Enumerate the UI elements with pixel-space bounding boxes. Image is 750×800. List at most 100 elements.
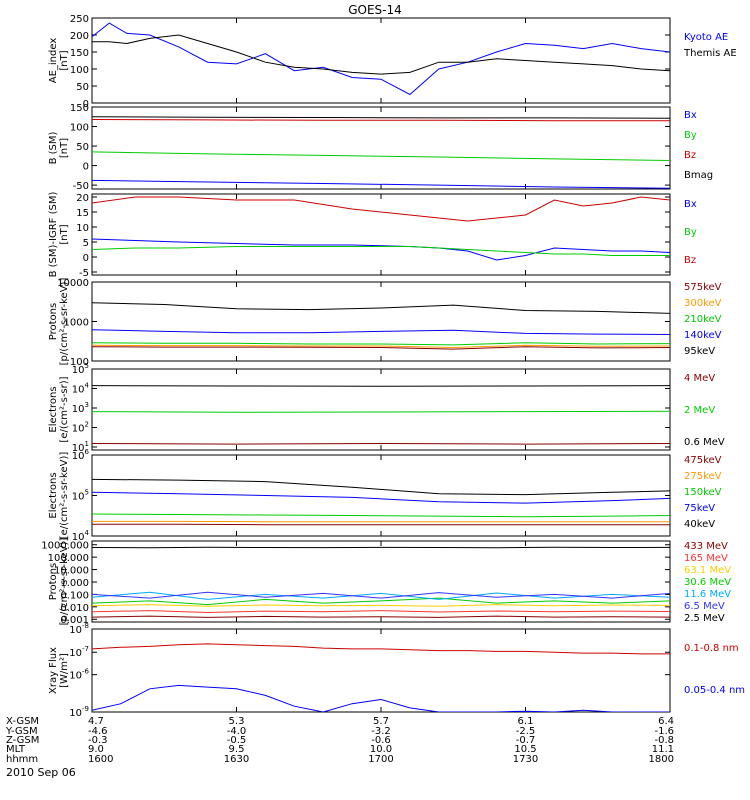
x-tick-value: -3.2	[371, 726, 391, 737]
y-tick-label: 0.100	[60, 590, 89, 601]
x-tick-value: 1600	[88, 754, 113, 765]
series-line-575kev	[92, 346, 670, 350]
x-tick-value: 1800	[649, 754, 674, 765]
y-axis-label: [e/(cm²-s-sr-keV)]	[59, 452, 70, 540]
series-line-30-6-mev	[92, 597, 670, 606]
series-line-0-05-0-4-nm	[92, 684, 670, 712]
x-tick-value: 11.1	[652, 744, 674, 755]
x-tick-value: -0.8	[654, 735, 674, 746]
y-tick-label: 10-7	[69, 645, 89, 659]
y-axis-label: [p/(cm²-s-sr-keV)]	[59, 278, 70, 366]
panel-xray: 10-9 10-6 10-7 10-8 Xray Flux [W/m²] 0.1-0.8 n…	[48, 622, 745, 719]
y-tick-label: 100.000	[48, 553, 89, 564]
panel-frame	[91, 368, 671, 451]
y-tick-label: 150	[70, 48, 89, 59]
y-tick-label: 0	[83, 253, 89, 264]
x-tick-value: -0.3	[88, 735, 108, 746]
series-line-165-mev	[92, 610, 670, 614]
y-tick-label: 250	[70, 14, 89, 25]
legend-entry: 300keV	[684, 298, 722, 309]
x-tick-value: 6.4	[658, 716, 674, 727]
y-axis-label: B (SM)	[48, 131, 59, 164]
y-tick-label: 100	[70, 357, 89, 368]
x-tick-value: 5.7	[373, 716, 389, 727]
series-line-63-1-mev	[92, 604, 670, 607]
legend-entry: 30.6 MeV	[684, 577, 731, 588]
legend-entry: 0.6 MeV	[684, 437, 725, 448]
x-tick-value: 5.3	[229, 716, 245, 727]
y-tick-label: 105	[72, 362, 89, 376]
y-tick-label: 150	[70, 103, 89, 114]
series-line-kyoto-ae	[92, 22, 670, 96]
y-axis-label: [nT]	[59, 224, 70, 244]
y-tick-label: 105	[72, 489, 89, 503]
series-line-bz	[92, 119, 670, 122]
legend-entry: 75keV	[684, 503, 715, 514]
legend-entry: 165 MeV	[684, 553, 728, 564]
x-tick-value: 9.5	[229, 744, 245, 755]
y-tick-label: 0.001	[60, 615, 89, 626]
legend-entry: By	[684, 130, 697, 141]
y-tick-label: 1000	[64, 318, 89, 329]
series-line-11-6-mev	[92, 591, 670, 600]
y-tick-label: 102	[72, 420, 89, 434]
date-label: 2010 Sep 06	[6, 766, 76, 779]
y-tick-label: 1000.000	[41, 541, 89, 552]
series-line-bz	[92, 196, 670, 222]
series-line-210kev	[92, 342, 670, 346]
x-row-label: X-GSM	[6, 716, 39, 727]
y-axis-label: Electrons	[48, 472, 59, 518]
x-tick-value: -4.0	[227, 726, 247, 737]
x-tick-value: 1630	[224, 754, 249, 765]
series-line-by	[92, 151, 670, 161]
y-tick-label: 10-6	[69, 668, 89, 682]
legend-entry: By	[684, 227, 697, 238]
y-tick-label: 10.000	[54, 566, 89, 577]
x-tick-value: 1730	[513, 754, 538, 765]
y-axis-label: B (SM)-IGRF (SM)	[48, 192, 59, 278]
x-tick-value: 10.5	[514, 744, 536, 755]
x-row-label: Y-GSM	[5, 726, 38, 737]
x-tick-value: -1.6	[654, 726, 674, 737]
legend-entry: 11.6 MeV	[684, 589, 731, 600]
y-axis-label: [nT]	[59, 138, 70, 158]
y-tick-label: 106	[72, 448, 90, 462]
x-tick-value: 4.7	[88, 716, 104, 727]
x-tick-value: 6.1	[518, 716, 534, 727]
x-tick-value: 10.0	[370, 744, 392, 755]
y-tick-label: 10-8	[69, 622, 89, 636]
x-row-label: MLT	[6, 744, 26, 755]
legend-entry: 2 MeV	[684, 405, 715, 416]
series-line-0-6-mev	[92, 385, 670, 387]
y-axis-label: [e/(cm²-s-sr)]	[59, 376, 70, 442]
y-tick-label: 10000	[57, 278, 89, 289]
y-tick-label: -5	[79, 268, 89, 279]
x-tick-value: -4.6	[88, 726, 108, 737]
series-line-bmag	[92, 116, 670, 119]
x-tick-value: -0.6	[371, 735, 391, 746]
y-tick-label: 200	[70, 31, 89, 42]
legend-entry: Themis AE	[683, 48, 737, 59]
panel-bigrf: -5 0 5 10 15 20 B (SM)-IGRF (SM) [nT] Bx By Bz	[48, 192, 697, 279]
y-tick-label: 50	[76, 142, 89, 153]
legend-entry: Bx	[684, 110, 697, 121]
legend-entry: 0.1-0.8 nm	[684, 643, 739, 654]
y-axis-label: [W/m²]	[59, 653, 70, 688]
legend-entry: 275keV	[684, 471, 722, 482]
series-line-433-mev	[92, 615, 670, 618]
legend-entry: Bmag	[684, 170, 713, 181]
legend-entry: 95keV	[684, 346, 715, 357]
legend-entry: 2.5 MeV	[684, 613, 725, 624]
legend-entry: 0.05-0.4 nm	[684, 685, 745, 696]
y-tick-label: 10	[76, 223, 89, 234]
x-tick-value: -2.5	[516, 726, 536, 737]
panel-ae: 0 50 100 150 200 250 AE_index [nT] Kyoto AE Themi…	[48, 14, 737, 110]
y-tick-label: 10-9	[69, 705, 89, 719]
series-line-6-5-mev	[92, 591, 670, 599]
x-tick-value: 1700	[368, 754, 393, 765]
legend-entry: 475keV	[684, 455, 722, 466]
legend-entry: Kyoto AE	[684, 32, 728, 43]
